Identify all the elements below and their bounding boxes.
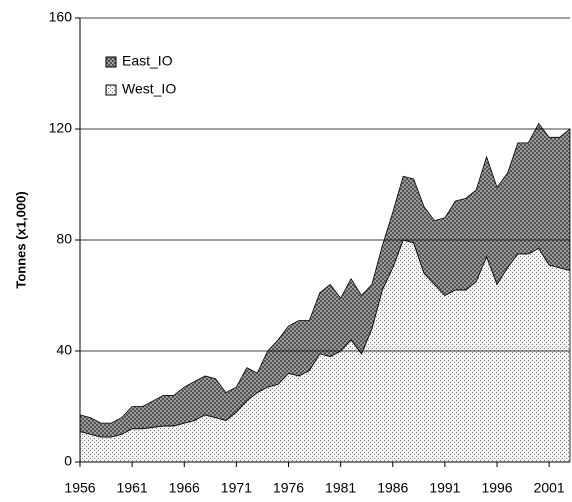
y-axis-label: Tonnes (x1,000)	[13, 191, 28, 288]
x-tick-label: 2001	[534, 480, 565, 496]
legend-label: West_IO	[122, 81, 176, 97]
y-tick-label: 120	[49, 120, 73, 136]
legend-swatch	[105, 56, 117, 68]
y-tick-label: 40	[56, 342, 72, 358]
area	[79, 122, 571, 438]
x-tick-label: 1961	[117, 480, 148, 496]
y-tick-label: 160	[49, 9, 73, 25]
x-tick-label: 1976	[273, 480, 304, 496]
legend-swatch	[105, 84, 117, 96]
x-tick-label: 1981	[325, 480, 356, 496]
x-tick-label: 1986	[377, 480, 408, 496]
y-tick-label: 0	[64, 453, 72, 469]
x-tick-label: 1991	[429, 480, 460, 496]
x-tick-label: 1956	[64, 480, 95, 496]
x-tick-label: 1996	[481, 480, 512, 496]
y-tick-label: 80	[56, 231, 72, 247]
legend-label: East_IO	[122, 53, 173, 69]
x-tick-label: 1966	[169, 480, 200, 496]
x-tick-label: 1971	[221, 480, 252, 496]
